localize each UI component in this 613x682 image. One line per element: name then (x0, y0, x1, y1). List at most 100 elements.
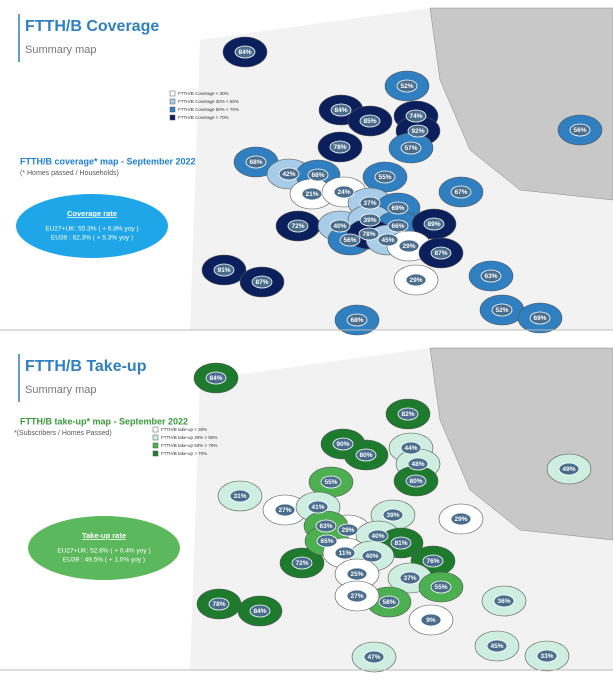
label-badge (251, 275, 273, 289)
label-badge (316, 534, 338, 548)
label-badge (423, 217, 445, 231)
label-badge (208, 597, 230, 611)
country-value: 69% (533, 315, 546, 322)
subtitle: Summary map (25, 384, 97, 396)
label-badge (405, 474, 427, 488)
title: FTTH/B Take-up (25, 358, 147, 375)
label-badge (330, 103, 352, 117)
map-title: FTTH/B coverage* map - September 2022 (20, 156, 196, 166)
country-value: 11% (339, 550, 352, 557)
label-badge (405, 109, 427, 123)
country-value: 72% (295, 560, 308, 567)
country-value: 78% (362, 231, 375, 238)
label-badge (569, 123, 591, 137)
country-value: 36% (497, 598, 510, 605)
country-value: 37% (363, 200, 376, 207)
label-badge (315, 519, 337, 533)
label-badge (450, 512, 472, 526)
rate-line: EU27+UK: 52.8% ( + 0.4% yoy ) (57, 548, 150, 555)
label-badge (558, 462, 580, 476)
country-value: 80% (359, 452, 372, 459)
label-badge (274, 503, 296, 517)
country-value: 89% (427, 221, 440, 228)
label-badge (358, 227, 380, 241)
country-value: 40% (333, 223, 346, 230)
legend-label: FTTH/B Coverage < 30% (178, 91, 229, 96)
label-badge (245, 155, 267, 169)
country-value: 47% (367, 654, 380, 661)
label-badge (430, 580, 452, 594)
country-value: 78% (212, 601, 225, 608)
country-value: 63% (484, 273, 497, 280)
label-badge (407, 124, 429, 138)
label-badge (377, 233, 399, 247)
country-value: 56% (343, 237, 356, 244)
label-badge (291, 556, 313, 570)
country-value: 84% (209, 375, 222, 382)
legend-label: FTTH/B take-up 50% > 70% (161, 443, 217, 448)
label-badge (234, 45, 256, 59)
label-badge (493, 594, 515, 608)
country-value: 87% (255, 279, 268, 286)
rate-bubble (28, 516, 180, 580)
country-value: 27% (350, 593, 363, 600)
country-value: 24% (337, 189, 350, 196)
country-value: 52% (495, 307, 508, 314)
country-value: 82% (401, 411, 414, 418)
country-value: 84% (238, 49, 251, 56)
label-badge (249, 604, 271, 618)
label-badge (367, 529, 389, 543)
country-value: 68% (350, 317, 363, 324)
map-note: (* Homes passed / Households) (20, 170, 119, 177)
country-value: 29% (454, 516, 467, 523)
country-value: 39% (363, 217, 376, 224)
label-badge (320, 475, 342, 489)
label-badge (407, 457, 429, 471)
country-value: 55% (434, 584, 447, 591)
label-badge (307, 500, 329, 514)
country-value: 91% (217, 267, 230, 274)
legend-swatch (169, 98, 176, 105)
country-value: 84% (253, 608, 266, 615)
legend-swatch (169, 90, 176, 97)
label-badge (278, 167, 300, 181)
label-badge (396, 79, 418, 93)
label-badge (480, 269, 502, 283)
label-badge (387, 201, 409, 215)
country-value: 9% (426, 617, 436, 624)
label-badge (361, 549, 383, 563)
label-badge (529, 311, 551, 325)
legend-label: FTTH/B Coverage 50% < 70% (178, 107, 239, 112)
label-badge (346, 567, 368, 581)
label-badge (491, 303, 513, 317)
country-value: 48% (411, 461, 424, 468)
label-badge (359, 196, 381, 210)
label-badge (205, 371, 227, 385)
country-value: 33% (540, 653, 553, 660)
label-badge (346, 313, 368, 327)
rate-line: EU39 : 62.3% ( + 5.3% yoy ) (51, 235, 133, 242)
label-badge (337, 523, 359, 537)
label-badge (334, 546, 356, 560)
legend-swatch (169, 114, 176, 121)
country-value: 25% (350, 571, 363, 578)
panel: 84% 82% 90% 80% 44% 48% 80% 49% 31% 55% 27% 41% 29% 3… (0, 347, 613, 673)
country-value: 92% (411, 128, 424, 135)
country-value: 74% (409, 113, 422, 120)
country-value: 41% (311, 504, 324, 511)
country-value: 45% (490, 643, 503, 650)
country-value: 29% (402, 243, 415, 250)
country-value: 55% (324, 479, 337, 486)
legend-swatch (152, 442, 159, 449)
label-badge (329, 140, 351, 154)
country-value: 69% (391, 205, 404, 212)
country-value: 80% (409, 478, 422, 485)
country-value: 84% (334, 107, 347, 114)
legend-swatch (152, 450, 159, 457)
legend-label: FTTH/B take-up < 30% (161, 427, 207, 432)
country-value: 49% (562, 466, 575, 473)
label-badge (536, 649, 558, 663)
label-badge (329, 219, 351, 233)
country-value: 63% (319, 523, 332, 530)
